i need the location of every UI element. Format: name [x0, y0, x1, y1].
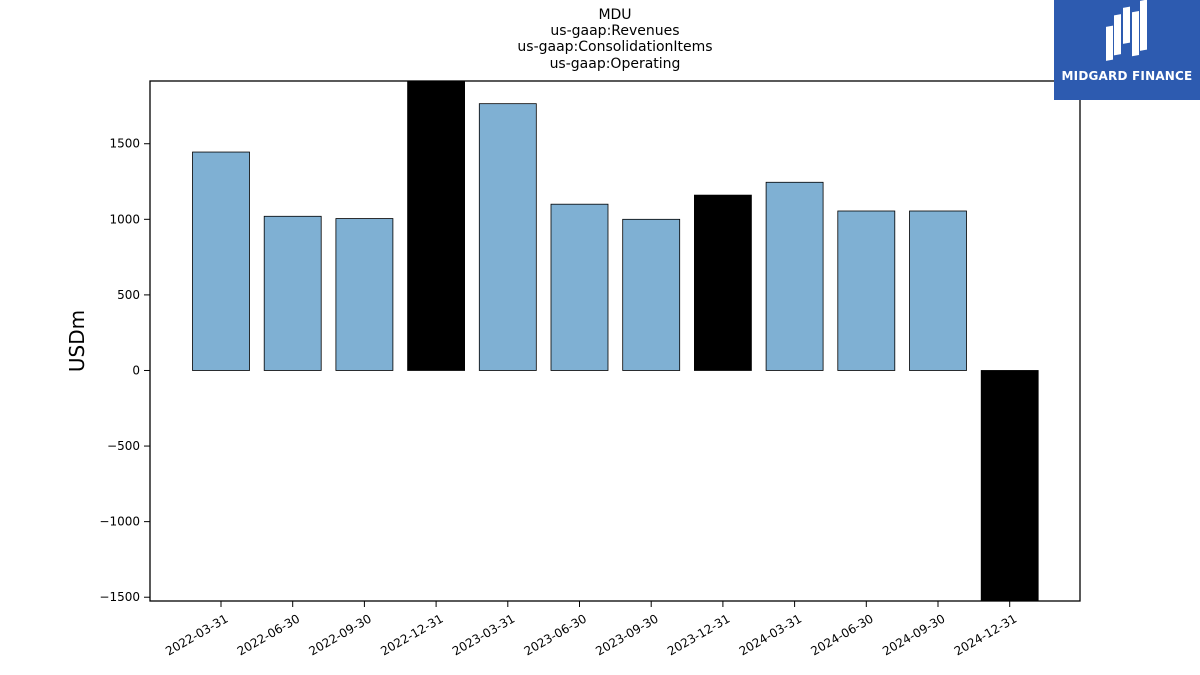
bar-2024-09-30: [909, 210, 967, 371]
bar-2023-12-31: [694, 194, 752, 371]
y-tick-label: −1500: [99, 590, 140, 604]
chart-title-line-1: MDU: [598, 7, 632, 23]
x-tick-label: 2024-06-30: [808, 611, 875, 658]
bar-2022-09-30: [335, 218, 394, 371]
x-tick-label: 2022-12-31: [378, 611, 445, 658]
x-tick-label: 2023-06-30: [522, 611, 589, 658]
y-tick-label: 1500: [109, 137, 140, 151]
y-axis: −1500 −1000 −500 0 500 1000 1500: [99, 137, 150, 604]
y-tick-label: 500: [117, 288, 140, 302]
x-tick-label: 2023-09-30: [593, 611, 660, 658]
bar-2024-06-30: [837, 210, 896, 371]
bar-2022-12-31: [407, 80, 466, 371]
x-tick-label: 2022-03-31: [163, 611, 230, 658]
logo-text: MIDGARD FINANCE: [1061, 69, 1193, 83]
bars-group: [192, 80, 1039, 601]
bar-2022-06-30: [263, 215, 322, 371]
bar-2023-06-30: [550, 203, 609, 371]
bar-2024-03-31: [765, 181, 824, 371]
x-tick-label: 2023-12-31: [665, 611, 732, 658]
y-tick-label: −500: [107, 439, 140, 453]
x-axis: 2022-03-31 2022-06-30 2022-09-30 2022-12-31…: [163, 601, 1019, 658]
chart-title-line-4: us-gaap:Operating: [549, 56, 681, 72]
bar-2022-03-31: [192, 151, 250, 371]
x-tick-label: 2022-06-30: [235, 611, 302, 658]
x-tick-label: 2022-09-30: [306, 611, 373, 658]
x-tick-label: 2024-03-31: [737, 611, 804, 658]
x-tick-label: 2024-09-30: [880, 611, 947, 658]
midgard-logo-icon: [1106, 0, 1147, 61]
x-tick-label: 2023-03-31: [450, 611, 517, 658]
chart-title-line-3: us-gaap:ConsolidationItems: [517, 39, 713, 55]
y-axis-label: USDm: [65, 310, 89, 372]
plot-frame: [149, 80, 1081, 602]
bar-2024-12-31: [980, 370, 1039, 601]
bar-2023-09-30: [622, 218, 681, 371]
x-tick-label: 2024-12-31: [952, 611, 1019, 658]
y-tick-label: −1000: [99, 515, 140, 529]
bar-2023-03-31: [478, 103, 537, 371]
midgard-finance-logo: MIDGARD FINANCE: [1054, 0, 1200, 100]
chart-title-line-2: us-gaap:Revenues: [550, 23, 680, 39]
y-tick-label: 0: [132, 363, 140, 377]
y-tick-label: 1000: [109, 212, 140, 226]
